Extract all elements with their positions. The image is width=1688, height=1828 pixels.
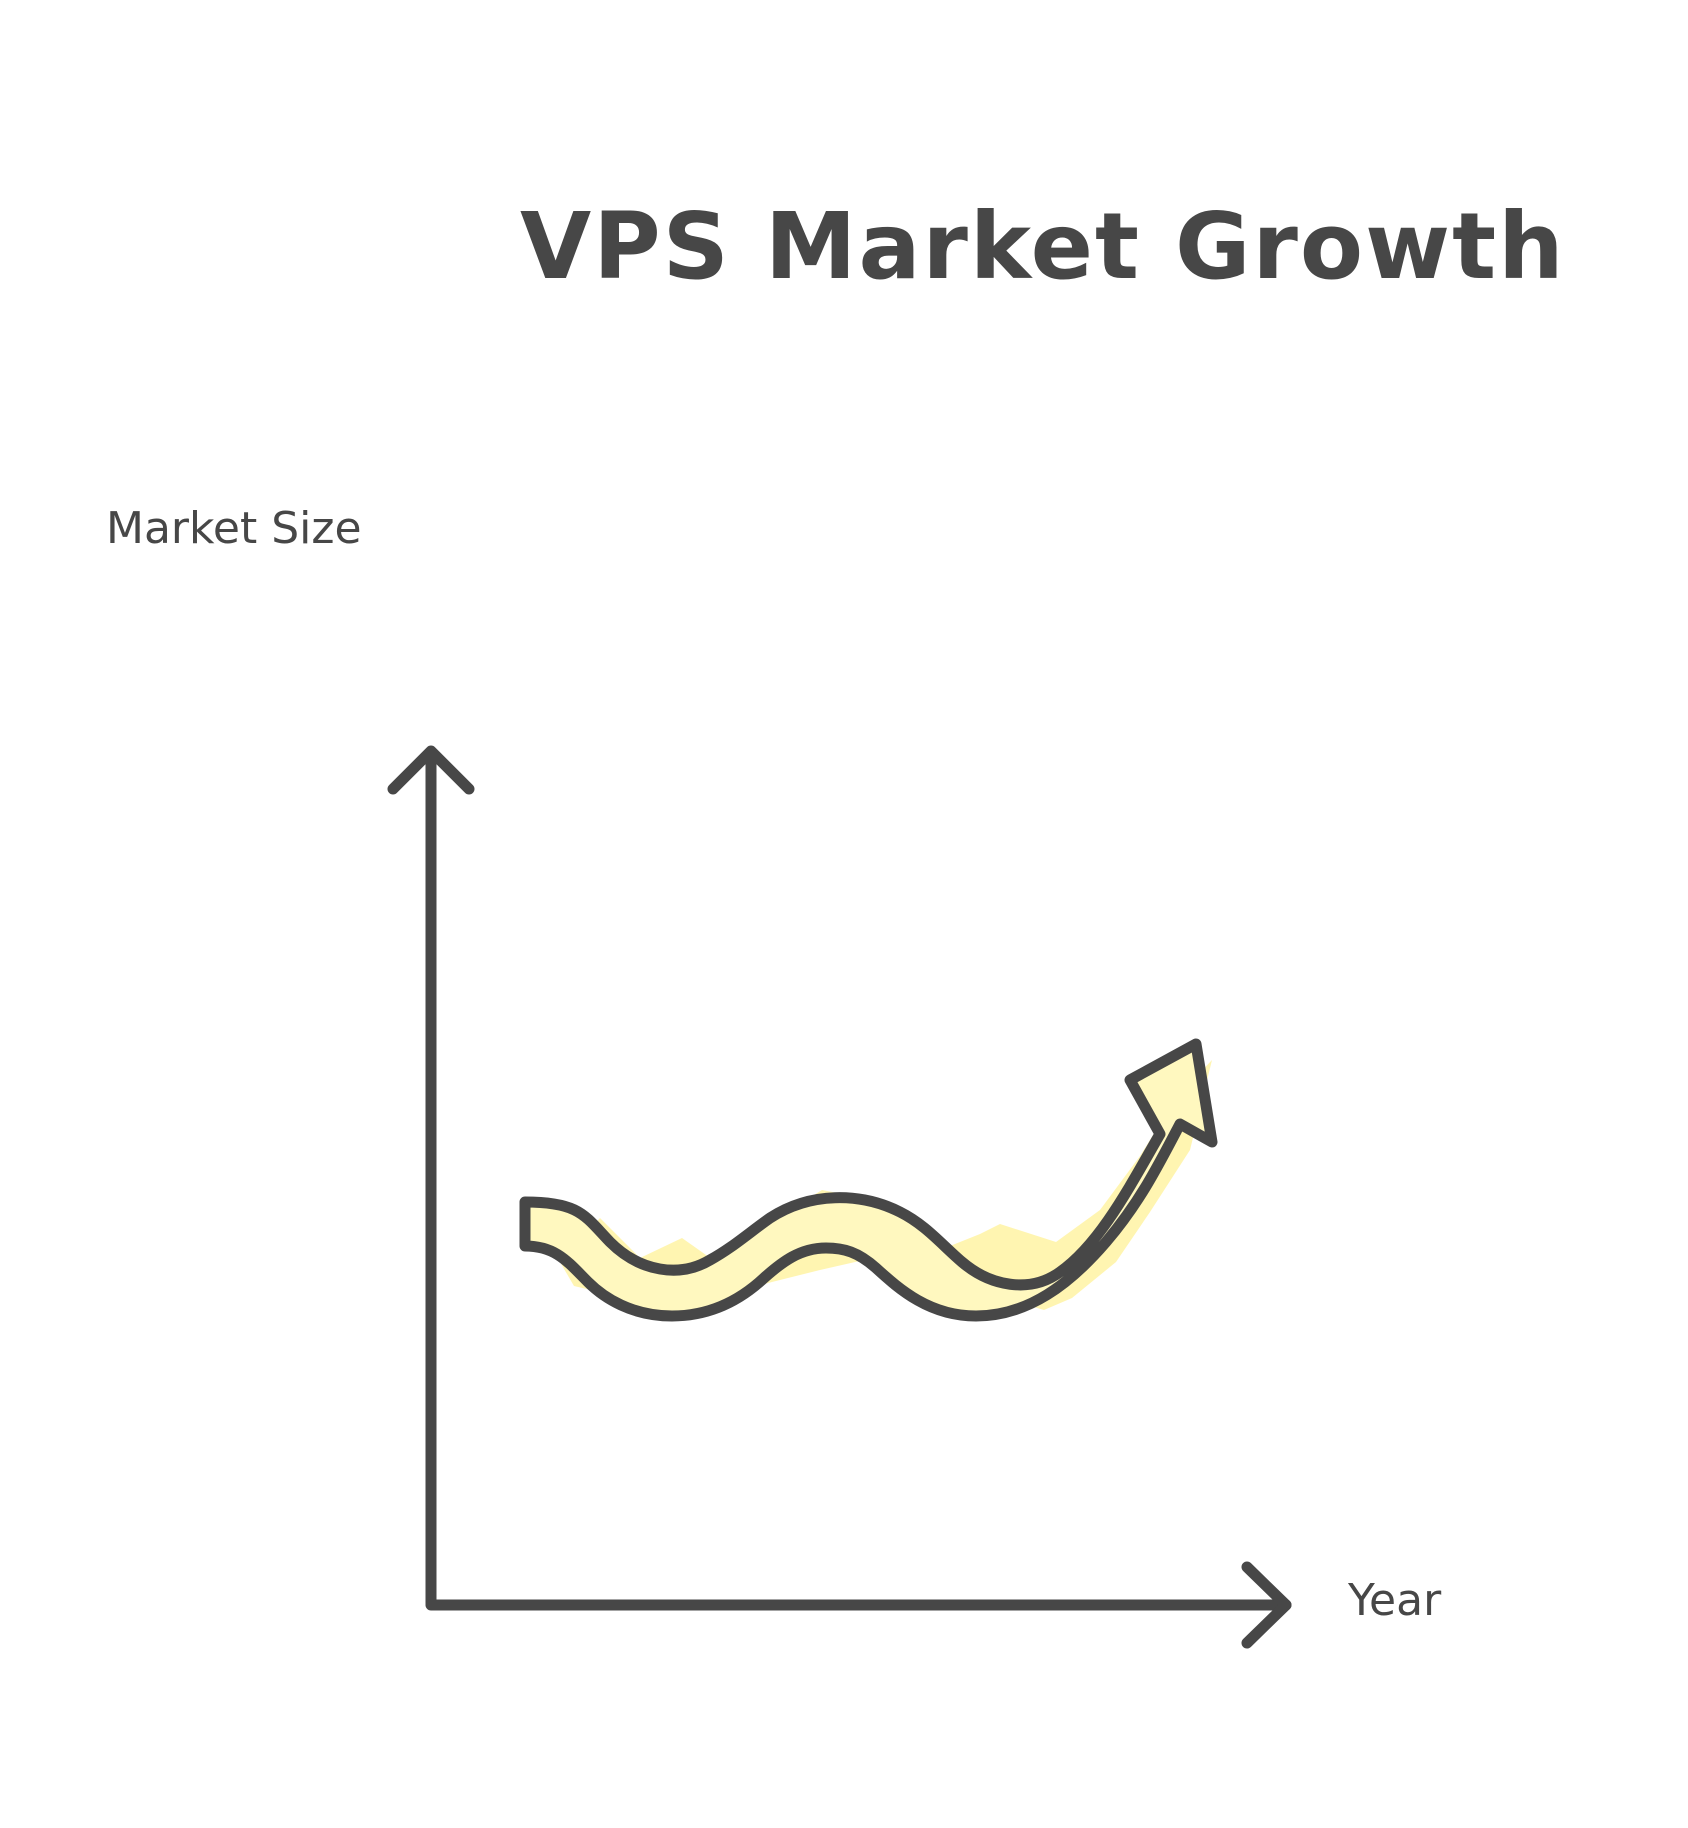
highlight-scribble (560, 1060, 1212, 1310)
y-axis (387, 745, 475, 1609)
y-axis-label: Market Size (106, 503, 362, 554)
x-axis-arrowhead (1241, 1561, 1292, 1649)
diagram-title: VPS Market Growth (520, 193, 1566, 300)
x-axis (425, 1561, 1292, 1649)
y-axis-arrowhead (387, 745, 475, 795)
x-axis-label: Year (1348, 1575, 1442, 1626)
growth-arrow (519, 1038, 1218, 1322)
